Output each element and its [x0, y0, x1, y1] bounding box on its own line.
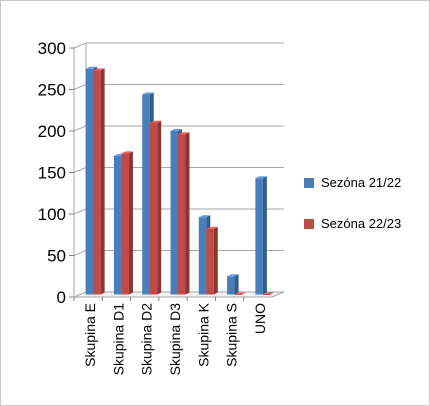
bar-side [262, 176, 267, 295]
bar-front [262, 294, 271, 295]
bar-front [255, 178, 263, 295]
x-tick-label: Skupina E [82, 303, 98, 367]
y-axis-ticks: 0 50 100 150 200 250 300 [38, 39, 74, 307]
bar-side [100, 68, 105, 295]
x-tick-label: Skupina K [195, 302, 211, 366]
bar-front [113, 155, 122, 295]
y-tick-label: 200 [38, 122, 66, 141]
bar-front [206, 228, 214, 295]
bar [262, 292, 275, 295]
bar-front [149, 122, 158, 295]
y-tick-label: 50 [47, 247, 66, 266]
bar-front [178, 134, 186, 295]
y-tick-label: 100 [38, 205, 66, 224]
bar-top [198, 215, 211, 218]
bar-front [85, 68, 94, 295]
bar-top [121, 151, 133, 154]
bar-side [185, 132, 190, 295]
legend: Sezóna 21/22 Sezóna 22/23 [304, 175, 401, 231]
legend-swatch [304, 178, 314, 188]
bar-top [227, 274, 239, 277]
gridline-diagonal [73, 208, 87, 215]
gridline-diagonal [73, 167, 87, 173]
legend-label: Sezóna 21/22 [321, 175, 401, 190]
y-tick-label: 150 [38, 164, 66, 183]
x-tick-label: Skupina D2 [139, 303, 155, 376]
bar-front [198, 217, 207, 295]
x-tick-label: Skupina S [224, 303, 240, 367]
gridline-diagonal [73, 84, 87, 90]
legend-swatch [304, 219, 314, 229]
gridline-diagonal [73, 250, 87, 256]
gridline-diagonal [73, 42, 87, 49]
bar [149, 120, 162, 295]
bar [178, 132, 190, 295]
bar-top [206, 226, 218, 229]
bar [93, 68, 105, 295]
bar [255, 176, 267, 295]
bar [121, 151, 133, 295]
x-tick-label: Skupina D3 [167, 303, 183, 376]
legend-item: Sezóna 21/22 [304, 175, 401, 190]
bar-top [178, 132, 190, 135]
bar-top [234, 292, 247, 295]
bar [227, 274, 239, 295]
bar-front [93, 70, 101, 295]
bar-side [128, 151, 133, 295]
bar-top [149, 120, 162, 123]
y-tick-label: 300 [38, 39, 66, 58]
bar-top [262, 292, 275, 295]
gridline-diagonal [73, 125, 87, 132]
bar-top [93, 68, 105, 71]
bar-side [213, 226, 218, 295]
bar-side [234, 274, 239, 295]
legend-item: Sezóna 22/23 [304, 216, 401, 231]
bar [206, 226, 218, 295]
y-tick-label: 250 [38, 81, 66, 100]
bar-top [255, 176, 267, 179]
x-tick-label: UNO [252, 303, 268, 334]
x-tick-label: Skupina D1 [110, 303, 126, 376]
bar [234, 292, 247, 295]
bars [85, 66, 275, 295]
bar-front [142, 94, 150, 295]
y-tick-label: 0 [57, 288, 66, 307]
bar-front [234, 294, 243, 295]
bar-top [170, 128, 182, 131]
bar-front [121, 153, 129, 295]
bar-front [227, 276, 235, 295]
bar-side [157, 120, 162, 295]
bar-front [170, 130, 178, 295]
x-axis-ticks: Skupina E Skupina D1 Skupina D2 Skupina D3 S… [73, 297, 268, 376]
bar-top [142, 92, 154, 95]
legend-label: Sezóna 22/23 [321, 216, 401, 231]
bar-top [85, 66, 98, 69]
